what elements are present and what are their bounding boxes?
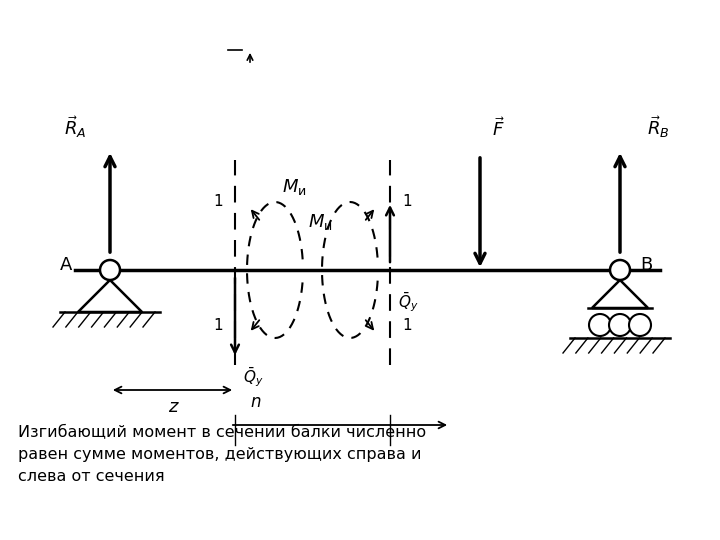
Text: 1: 1 <box>402 194 412 210</box>
Text: слева от сечения: слева от сечения <box>18 469 165 484</box>
Circle shape <box>589 314 611 336</box>
Text: 1: 1 <box>402 318 412 333</box>
Circle shape <box>629 314 651 336</box>
Text: 1: 1 <box>213 194 223 210</box>
Circle shape <box>610 260 630 280</box>
Text: $M_{\text{и}}$: $M_{\text{и}}$ <box>308 212 333 232</box>
Text: n: n <box>250 393 261 411</box>
Text: A: A <box>60 256 72 274</box>
Text: Изгибающий момент в сечении балки численно: Изгибающий момент в сечении балки числен… <box>18 425 426 440</box>
Text: $\vec{R}_A$: $\vec{R}_A$ <box>64 114 86 140</box>
Text: $\bar{Q}_y$: $\bar{Q}_y$ <box>243 365 264 389</box>
Circle shape <box>609 314 631 336</box>
Text: $\vec{R}_B$: $\vec{R}_B$ <box>647 114 670 140</box>
Text: $\bar{Q}_y$: $\bar{Q}_y$ <box>398 290 418 314</box>
Text: равен сумме моментов, действующих справа и: равен сумме моментов, действующих справа… <box>18 447 421 462</box>
Text: $\vec{F}$: $\vec{F}$ <box>492 117 505 140</box>
Text: z: z <box>168 398 177 416</box>
Text: 1: 1 <box>213 318 223 333</box>
Circle shape <box>100 260 120 280</box>
Text: B: B <box>640 256 652 274</box>
Text: $M_{\text{и}}$: $M_{\text{и}}$ <box>282 177 307 197</box>
